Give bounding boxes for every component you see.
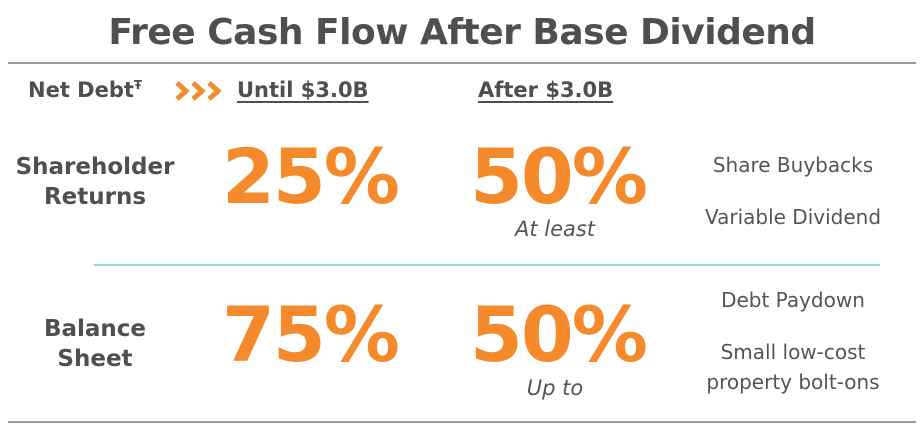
title: Free Cash Flow After Base Dividend xyxy=(108,12,816,53)
after-share: 50% xyxy=(470,290,648,379)
net-debt-label: Net DebtŦ xyxy=(28,78,142,102)
after-share: 50% xyxy=(470,132,648,221)
row-divider xyxy=(94,264,880,266)
use: Variable Dividend xyxy=(673,202,913,232)
use-line: property bolt-ons xyxy=(706,370,880,394)
arrows xyxy=(175,81,222,101)
use-line: Small low-cost xyxy=(720,340,866,364)
row-label: Balance Sheet xyxy=(0,314,195,374)
use-line: Variable Dividend xyxy=(704,205,882,229)
bottom-rule xyxy=(8,421,916,423)
use: Share Buybacks xyxy=(673,150,913,180)
title-rule xyxy=(8,62,916,64)
use: Debt Paydown xyxy=(673,285,913,315)
after-note: At least xyxy=(514,217,596,241)
column-header: After $3.0B xyxy=(478,78,614,102)
net-debt-text: Net Debt xyxy=(28,78,134,102)
use-line: Share Buybacks xyxy=(712,153,874,177)
net-debt-mark: Ŧ xyxy=(133,78,143,92)
until-share: 75% xyxy=(222,290,400,379)
until-share: 25% xyxy=(222,132,400,221)
column-header: Until $3.0B xyxy=(237,78,369,102)
use: Small low-cost property bolt-ons xyxy=(673,337,913,397)
row-label-line: Returns xyxy=(43,184,147,210)
row-label-line: Sheet xyxy=(57,346,133,372)
use-line: Debt Paydown xyxy=(721,288,865,312)
after-note: Up to xyxy=(526,376,584,400)
row-label: Shareholder Returns xyxy=(0,152,195,212)
row-label-line: Shareholder xyxy=(15,154,175,180)
row-label-line: Balance xyxy=(43,316,147,342)
